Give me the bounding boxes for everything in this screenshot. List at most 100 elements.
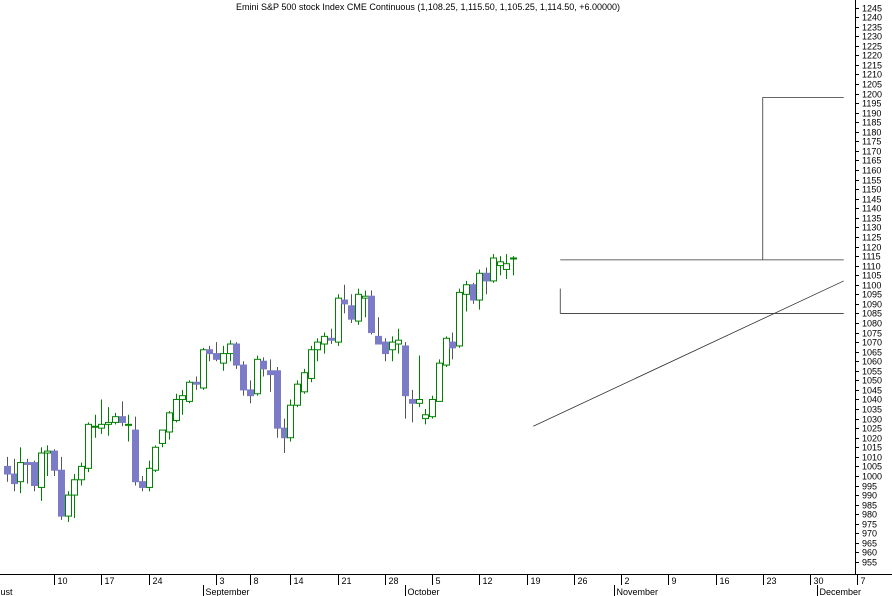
y-tick-label: 1085 <box>862 309 882 319</box>
y-tick-label: 1010 <box>862 453 882 463</box>
candle <box>483 267 490 295</box>
y-tick-label: 995 <box>862 482 877 492</box>
candle-body-down <box>31 462 38 487</box>
candle <box>71 474 78 519</box>
candle-body-down <box>193 381 200 385</box>
y-tick-label: 1035 <box>862 405 882 415</box>
candle-body-down <box>348 305 355 320</box>
y-tick-label: 1225 <box>862 42 882 52</box>
candle-body-up <box>125 423 132 426</box>
y-tick-label: 1000 <box>862 472 882 482</box>
candle <box>51 449 58 476</box>
candle <box>85 422 92 473</box>
candle <box>510 256 517 276</box>
candle-body-down <box>483 272 490 282</box>
y-tick-label: 1150 <box>862 185 881 195</box>
x-tick-label: 17 <box>105 576 115 586</box>
candle-body-down <box>274 370 281 429</box>
candle <box>65 491 72 522</box>
candle-body-up <box>38 452 45 488</box>
candle <box>355 288 362 325</box>
candle-body-up <box>395 339 402 345</box>
candle-body-down <box>402 345 409 397</box>
y-tick-label: 1195 <box>862 99 881 109</box>
candle-body-up <box>463 284 470 295</box>
y-tick-label: 1095 <box>862 290 882 300</box>
y-tick-label: 980 <box>862 510 877 520</box>
candle <box>335 294 342 346</box>
y-tick-label: 955 <box>862 558 877 568</box>
y-axis: 9559609659709759809859909951000100510101… <box>855 4 882 568</box>
candle <box>213 342 220 362</box>
x-tick-label: 7 <box>861 576 866 586</box>
candle <box>200 347 207 390</box>
candle-body-up <box>98 423 105 429</box>
candle <box>341 284 348 314</box>
candle <box>409 389 416 423</box>
y-tick-label: 1055 <box>862 367 882 377</box>
y-tick-label: 1230 <box>862 32 882 42</box>
candle <box>497 256 504 276</box>
y-tick-label: 1120 <box>862 243 881 253</box>
candle <box>119 401 126 427</box>
candle-body-up <box>92 425 99 428</box>
y-tick-label: 1005 <box>862 462 882 472</box>
candle-body-up <box>429 398 436 418</box>
x-tick-label: 10 <box>58 576 68 586</box>
y-tick-label: 1245 <box>862 4 882 14</box>
candle <box>267 359 274 392</box>
candle <box>227 340 234 362</box>
y-tick-label: 1030 <box>862 415 882 425</box>
x-tick-label: 2 <box>625 576 630 586</box>
candle-body-up <box>71 479 78 496</box>
candle <box>166 410 173 440</box>
candle <box>470 282 477 304</box>
y-tick-label: 1020 <box>862 434 882 444</box>
candle <box>348 294 355 323</box>
candle-body-up <box>314 341 321 351</box>
y-tick-label: 1140 <box>862 204 881 214</box>
candle-body-down <box>206 349 213 355</box>
month-label: November <box>617 587 659 596</box>
candle-body-up <box>159 429 166 444</box>
candle-body-up <box>112 416 119 423</box>
month-label: December <box>820 587 862 596</box>
candle-body-up <box>227 343 234 355</box>
y-tick-label: 1185 <box>862 118 881 128</box>
x-tick-label: 5 <box>436 576 441 586</box>
x-tick-label: 12 <box>483 576 493 586</box>
candle-body-up <box>389 341 396 351</box>
candle-body-up <box>321 335 328 345</box>
y-tick-label: 1155 <box>862 176 881 186</box>
y-tick-label: 1205 <box>862 80 882 90</box>
candle-body-down <box>328 337 335 341</box>
candle <box>247 380 254 404</box>
candle-body-up <box>152 446 159 471</box>
y-tick-label: 1105 <box>862 271 881 281</box>
candle <box>308 345 315 383</box>
candle <box>173 393 180 423</box>
y-tick-label: 1220 <box>862 51 882 61</box>
candle-body-up <box>497 261 504 267</box>
candle-body-up <box>17 462 24 483</box>
plot-frame <box>0 0 892 575</box>
candle <box>11 458 18 492</box>
candle <box>31 460 38 492</box>
x-tick-label: 9 <box>672 576 677 586</box>
candle-body-up <box>220 353 227 364</box>
candle <box>375 317 382 345</box>
candle <box>98 399 105 434</box>
candle-body-up <box>490 257 497 282</box>
candle <box>240 361 247 396</box>
y-tick-label: 1175 <box>862 137 881 147</box>
candle-body-up <box>78 465 85 481</box>
y-tick-label: 1060 <box>862 357 882 367</box>
candle <box>193 376 200 390</box>
candle <box>287 399 294 442</box>
candle-body-down <box>341 299 348 305</box>
y-tick-label: 970 <box>862 529 877 539</box>
y-tick-label: 1070 <box>862 338 882 348</box>
candle <box>476 269 483 310</box>
candle <box>260 357 267 377</box>
y-tick-label: 1110 <box>862 262 881 272</box>
